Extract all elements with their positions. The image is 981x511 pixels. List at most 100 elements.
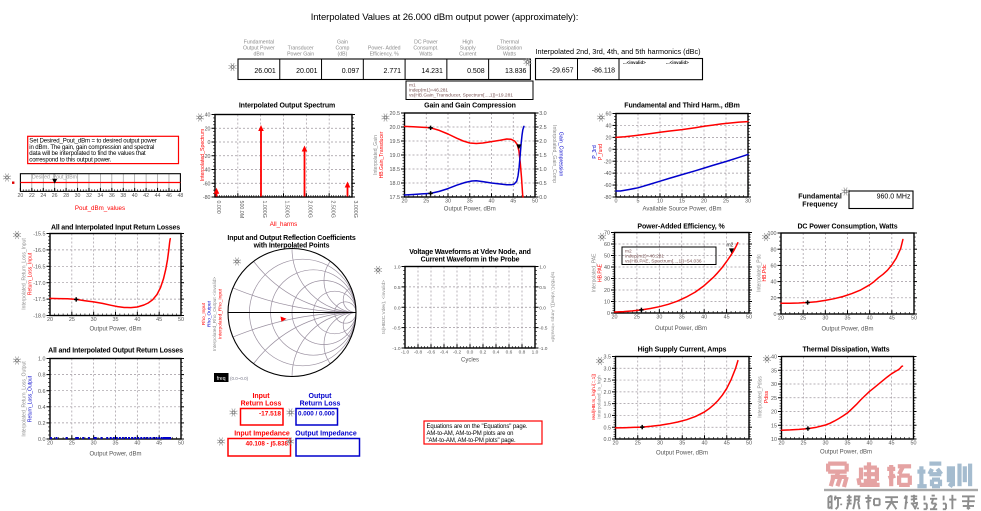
svg-text:Return Loss: Return Loss	[241, 401, 282, 408]
svg-text:1.000G: 1.000G	[261, 201, 267, 218]
svg-text:Return_Loss_Output: Return_Loss_Output	[28, 375, 34, 422]
svg-text:35: 35	[679, 314, 685, 320]
svg-text:freq: freq	[217, 376, 226, 382]
svg-text:real(HB.Is_high.i[::,1]): real(HB.Is_high.i[::,1])	[591, 373, 597, 420]
svg-text:...<invalid>: ...<invalid>	[666, 60, 689, 65]
svg-text:25: 25	[771, 396, 777, 402]
svg-text:Interpolated Output Spectrum: Interpolated Output Spectrum	[239, 103, 335, 110]
svg-text:0: 0	[615, 198, 618, 204]
svg-text:indep(m2)=46.281: indep(m2)=46.281	[625, 254, 664, 260]
svg-text:-20: -20	[604, 159, 612, 165]
svg-text:10: 10	[771, 437, 777, 443]
svg-text:25: 25	[800, 315, 806, 321]
svg-text:25: 25	[723, 198, 729, 204]
svg-text:Interpolated_Spectrum: Interpolated_Spectrum	[200, 129, 206, 181]
svg-text:in dBm. The gain, gain compre: in dBm. The gain, gain compression and s…	[29, 144, 154, 151]
svg-text:40: 40	[701, 314, 707, 320]
svg-text:18.5: 18.5	[390, 167, 401, 173]
svg-text:0.5: 0.5	[539, 181, 547, 187]
svg-text:50: 50	[746, 314, 752, 320]
svg-text:-1.0: -1.0	[539, 346, 548, 352]
svg-text:Output Impedance: Output Impedance	[295, 431, 357, 438]
svg-text:Output Power, dBm: Output Power, dBm	[821, 327, 873, 333]
svg-text:Power- Added: Power- Added	[368, 46, 401, 52]
svg-text:40: 40	[702, 440, 708, 446]
svg-text:20: 20	[604, 288, 610, 294]
svg-text:20: 20	[402, 198, 408, 204]
svg-text:25: 25	[634, 314, 640, 320]
svg-text:36: 36	[109, 193, 115, 199]
svg-text:3.0: 3.0	[539, 111, 547, 117]
svg-text:"AM-to-AM, AM-to-PM plots" pag: "AM-to-AM, AM-to-PM plots" page.	[427, 438, 517, 444]
svg-text:20.0: 20.0	[390, 125, 401, 131]
svg-text:2.0: 2.0	[604, 390, 612, 396]
svg-text:2.771: 2.771	[384, 68, 402, 75]
svg-text:P_fund: P_fund	[598, 144, 604, 160]
svg-text:-29.657: -29.657	[550, 68, 574, 75]
svg-text:0.5: 0.5	[539, 285, 546, 291]
svg-text:All_harms: All_harms	[270, 221, 298, 228]
svg-text:40: 40	[205, 113, 211, 119]
svg-text:1.0: 1.0	[604, 414, 612, 420]
svg-text:42: 42	[143, 193, 149, 199]
svg-text:vs(HB.Gain_Transducer, Spectru: vs(HB.Gain_Transducer, Spectrum[...,1])=…	[409, 93, 513, 99]
svg-text:-40: -40	[604, 171, 612, 177]
svg-text:-86.118: -86.118	[592, 68, 615, 75]
svg-text:(dB): (dB)	[338, 52, 348, 58]
svg-text:Pdiss: Pdiss	[764, 390, 770, 403]
svg-text:All and Interpolated Input Ret: All and Interpolated Input Return Losses	[51, 225, 180, 232]
svg-text:m2: m2	[727, 243, 734, 249]
svg-text:28: 28	[63, 193, 69, 199]
svg-text:0.4: 0.4	[38, 405, 46, 411]
svg-text:Interpolated_Return_Loss_Input: Interpolated_Return_Loss_Input	[22, 238, 28, 310]
svg-text:1.5: 1.5	[604, 402, 612, 408]
svg-text:-1.0: -1.0	[392, 346, 401, 352]
svg-text:-80: -80	[203, 195, 211, 201]
svg-text:22: 22	[29, 193, 35, 199]
svg-text:Dissipation: Dissipation	[497, 46, 522, 52]
svg-text:Fundamental: Fundamental	[798, 194, 842, 201]
svg-text:20: 20	[205, 126, 211, 132]
svg-text:Output Power, dBm: Output Power, dBm	[820, 450, 872, 456]
svg-text:20: 20	[47, 317, 53, 323]
svg-text:Output: Output	[309, 393, 333, 400]
svg-text:Supply: Supply	[460, 46, 476, 52]
svg-text:-60: -60	[604, 183, 612, 189]
svg-text:Frequency: Frequency	[802, 202, 838, 209]
svg-text:50: 50	[746, 440, 752, 446]
svg-text:0.2: 0.2	[480, 349, 487, 355]
svg-text:Power Gain: Power Gain	[287, 52, 314, 58]
svg-text:40: 40	[489, 198, 495, 204]
svg-text:-60: -60	[203, 181, 211, 187]
svg-text:High: High	[462, 40, 473, 46]
svg-text:0.5: 0.5	[394, 285, 401, 291]
svg-text:...<invalid>: ...<invalid>	[623, 60, 646, 65]
svg-text:1.5: 1.5	[539, 153, 547, 159]
svg-text:40: 40	[604, 265, 610, 271]
svg-text:-0.4: -0.4	[440, 349, 449, 355]
svg-text:All and Interpolated Output Re: All and Interpolated Output Return Losse…	[48, 348, 183, 355]
svg-text:30: 30	[656, 314, 662, 320]
svg-text:35: 35	[679, 440, 685, 446]
svg-text:Output Power, dBm: Output Power, dBm	[444, 207, 496, 213]
svg-text:0: 0	[609, 147, 612, 153]
svg-text:-0.2: -0.2	[453, 349, 462, 355]
svg-text:30: 30	[91, 440, 97, 446]
svg-text:10: 10	[604, 300, 610, 306]
svg-text:80: 80	[771, 247, 777, 253]
svg-text:30: 30	[604, 277, 610, 283]
svg-text:Comp: Comp	[336, 46, 350, 52]
svg-text:0.000 / 0.000: 0.000 / 0.000	[298, 411, 335, 418]
svg-text:30: 30	[657, 440, 663, 446]
svg-text:-1.0: -1.0	[401, 349, 410, 355]
svg-text:-0.8: -0.8	[414, 349, 423, 355]
svg-text:2.5: 2.5	[604, 378, 612, 384]
svg-text:Return_Loss_Input: Return_Loss_Input	[28, 252, 34, 295]
svg-text:-40: -40	[203, 168, 211, 174]
svg-text:0.0: 0.0	[604, 437, 612, 443]
svg-text:45: 45	[724, 440, 730, 446]
svg-text:HB.Gain_Transducer: HB.Gain_Transducer	[379, 131, 385, 178]
svg-text:Rho_Output: Rho_Output	[207, 300, 213, 327]
svg-text:-16.0: -16.0	[33, 248, 45, 254]
svg-text:50: 50	[911, 315, 917, 321]
